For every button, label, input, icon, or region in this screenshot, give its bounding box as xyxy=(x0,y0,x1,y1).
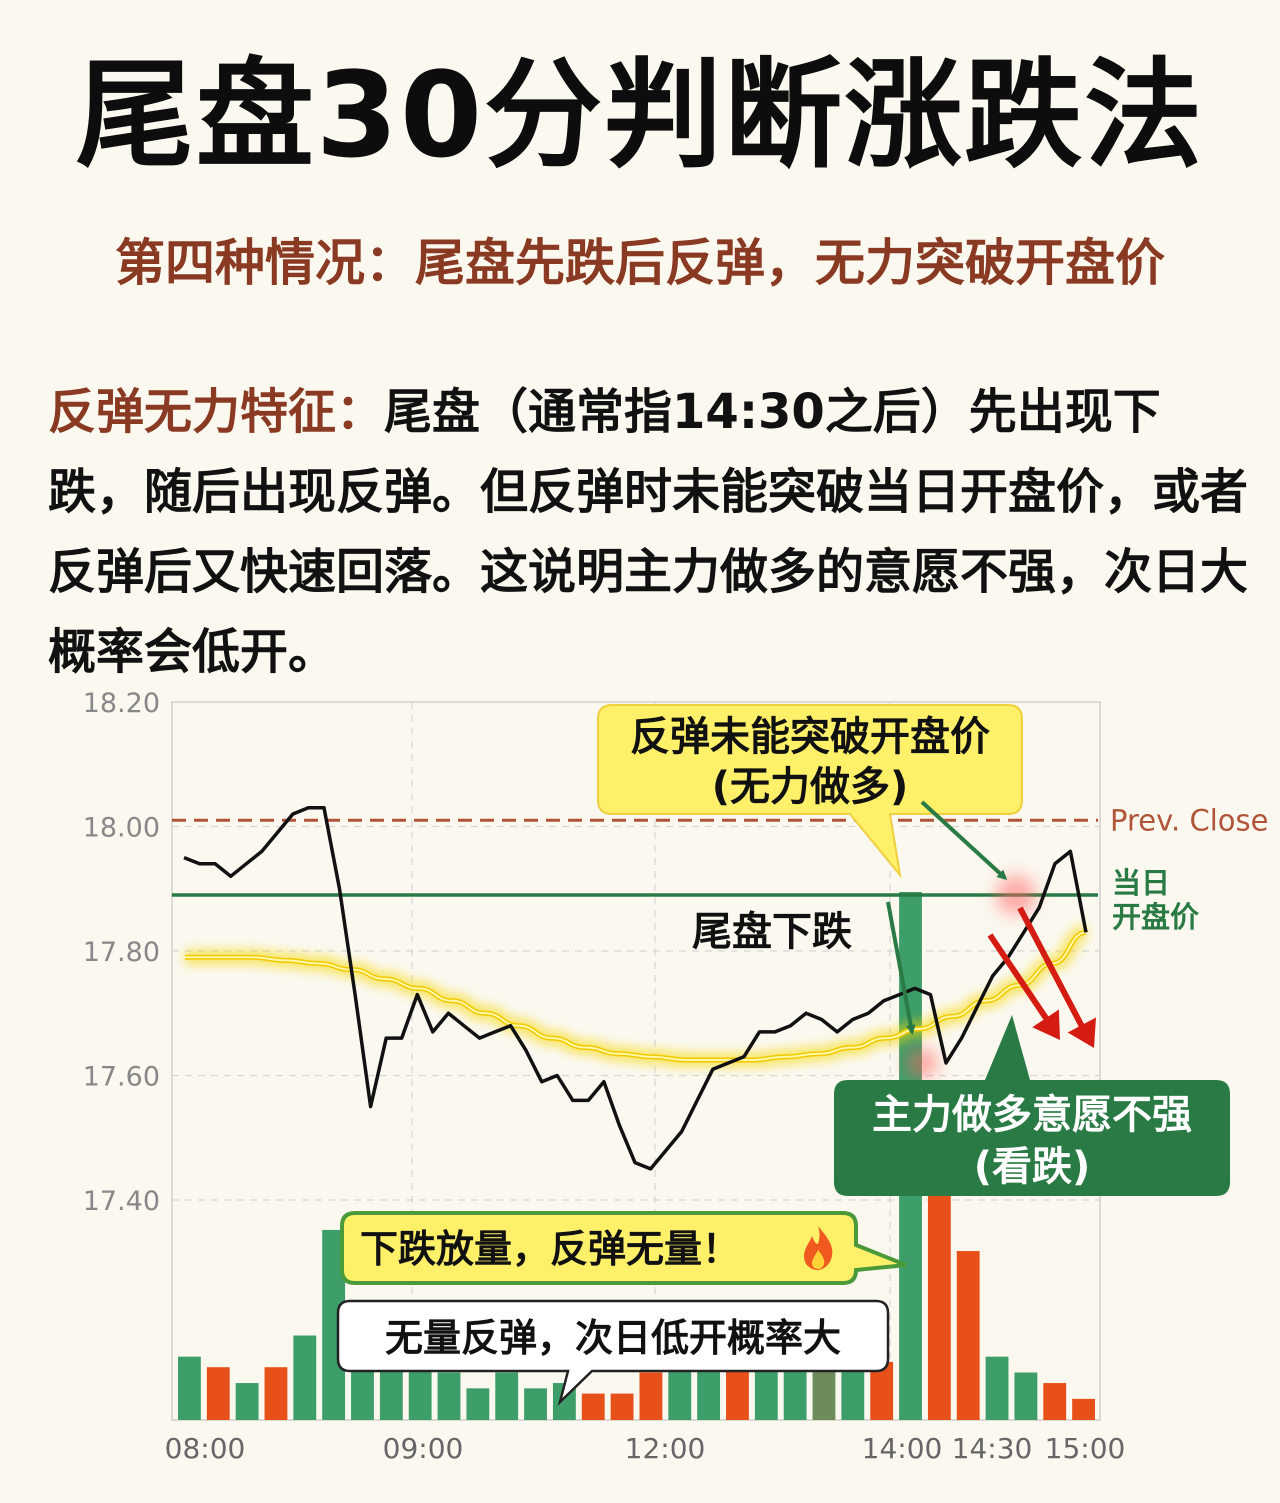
y-tick-label: 18.00 xyxy=(83,813,160,844)
y-tick-label: 17.80 xyxy=(83,937,160,968)
red-arrow-head xyxy=(1067,1017,1096,1048)
red-arrow-head xyxy=(1032,1009,1060,1040)
volume-bar xyxy=(1072,1398,1095,1420)
arrow-late-drop xyxy=(886,901,916,1035)
callout-weak-bulls-text: (看跌) xyxy=(974,1144,1091,1190)
x-tick-label: 09:00 xyxy=(383,1432,464,1465)
rebound-glow xyxy=(996,874,1036,915)
volume-bar xyxy=(1014,1372,1038,1420)
x-tick-label: 08:00 xyxy=(165,1432,246,1465)
volume-bar xyxy=(235,1383,259,1420)
arrow-to-open xyxy=(920,800,1008,881)
prev-close-label: Prev. Close xyxy=(1110,803,1268,837)
ma-highlight xyxy=(185,931,1087,1061)
volume-bar xyxy=(466,1388,490,1420)
volume-bar xyxy=(985,1356,1009,1420)
volume-bar xyxy=(322,1229,346,1420)
y-tick-label: 18.20 xyxy=(83,688,160,719)
volume-bar xyxy=(870,1361,894,1420)
volume-bar xyxy=(610,1393,634,1420)
callout-weak-bulls xyxy=(834,1015,1230,1196)
callout-rebound-fail-text: 反弹未能突破开盘价 xyxy=(630,714,990,760)
price-line xyxy=(183,806,1088,1171)
price-line-group xyxy=(183,806,1088,1171)
open-price-label: 开盘价 xyxy=(1112,900,1200,934)
y-axis-ticks: 18.20 18.00 17.80 17.60 17.40 xyxy=(83,688,160,1217)
volume-bar xyxy=(927,1161,951,1420)
red-arrow-shaft xyxy=(987,933,1057,1032)
low-glow xyxy=(906,1047,938,1080)
volume-bar xyxy=(495,1372,519,1420)
fire-outer xyxy=(804,1226,833,1270)
volume-bar xyxy=(293,1335,317,1420)
price-volume-chart: 18.20 18.00 17.80 17.60 17.40 08:00 09:00 12:0… xyxy=(83,688,1269,1465)
plot-frame xyxy=(171,701,1101,1421)
callout-no-volume-rebound-text: 无量反弹，次日低开概率大 xyxy=(385,1316,841,1360)
description-lead: 反弹无力特征： xyxy=(48,384,385,440)
y-tick-label: 17.40 xyxy=(83,1186,160,1217)
x-tick-label: 12:00 xyxy=(625,1432,706,1465)
page-title: 尾盘30分判断涨跌法 xyxy=(75,46,1205,184)
description-body: 尾盘（通常指14:30之后）先出现下跌，随后出现反弹。但反弹时未能突破当日开盘价… xyxy=(48,384,1249,680)
volume-bar xyxy=(264,1367,288,1420)
volume-bar xyxy=(408,1361,432,1420)
callout-volume-note-text: 下跌放量，反弹无量！ xyxy=(360,1227,740,1271)
fire-inner xyxy=(812,1250,825,1269)
volume-bar xyxy=(639,1372,663,1420)
callout-no-volume-rebound xyxy=(336,1299,890,1406)
description: 反弹无力特征：尾盘（通常指14:30之后）先出现下跌，随后出现反弹。但反弹时未能… xyxy=(48,372,1248,692)
x-axis-ticks: 08:00 09:00 12:00 14:00 14:30 15:00 xyxy=(165,1432,1126,1465)
open-price-label: 当日 xyxy=(1112,866,1170,900)
volume-bar xyxy=(783,1356,807,1420)
x-tick-label: 15:00 xyxy=(1045,1432,1126,1465)
late-drop-label: 尾盘下跌 xyxy=(692,909,852,955)
red-arrow-shaft xyxy=(1017,906,1091,1040)
moving-average xyxy=(185,924,1088,1068)
volume-bar xyxy=(841,1356,865,1420)
page-subtitle: 第四种情况：尾盘先跌后反弹，无力突破开盘价 xyxy=(115,234,1165,292)
callout-rebound-fail-text: (无力做多) xyxy=(712,764,909,810)
callout-rebound-fail xyxy=(597,704,1023,879)
callout-volume-note xyxy=(340,1211,907,1285)
y-tick-label: 17.60 xyxy=(83,1062,160,1093)
callout-weak-bulls-text: 主力做多意愿不强 xyxy=(872,1092,1192,1138)
volume-bar xyxy=(1043,1383,1067,1420)
volume-bar xyxy=(581,1393,605,1420)
volume-bar xyxy=(524,1388,547,1420)
volume-bar xyxy=(812,1367,836,1420)
x-tick-label: 14:00 xyxy=(862,1432,943,1465)
volume-bar xyxy=(206,1367,230,1420)
volume-bar xyxy=(956,1251,980,1420)
fire-icon xyxy=(804,1226,833,1270)
x-tick-label: 14:30 xyxy=(952,1432,1033,1465)
volume-bar xyxy=(437,1372,461,1420)
volume-bar xyxy=(178,1356,201,1420)
